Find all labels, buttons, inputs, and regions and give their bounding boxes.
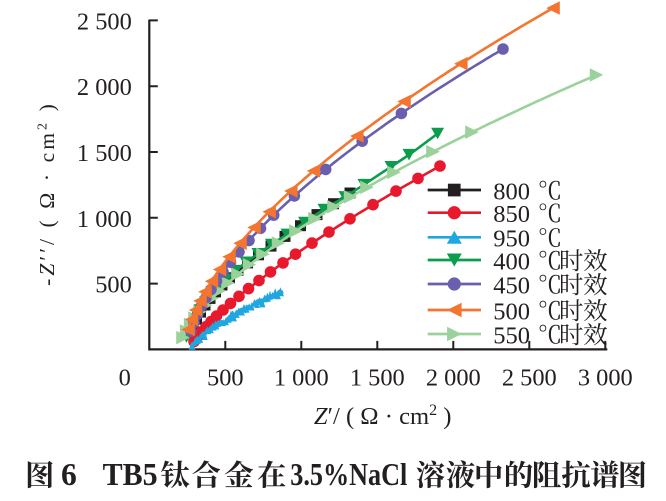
svg-text:-Z′′/ ( Ω · cm2 ): -Z′′/ ( Ω · cm2 ) [35,101,59,286]
svg-text:950: 950 [493,226,530,253]
svg-text:3.5%NaCl: 3.5%NaCl [290,457,407,492]
svg-text:450: 450 [493,272,530,299]
svg-text:3 000: 3 000 [578,365,633,392]
svg-text:1 000: 1 000 [77,206,132,233]
svg-text:2 000: 2 000 [77,74,132,101]
svg-text:550: 550 [493,322,530,349]
svg-text:0: 0 [119,365,131,392]
svg-text:2 500: 2 500 [502,365,557,392]
svg-text:1 500: 1 500 [77,140,132,167]
svg-text:2 500: 2 500 [77,8,132,35]
svg-text:2 000: 2 000 [426,365,481,392]
svg-text:1 000: 1 000 [274,365,329,392]
svg-text:500: 500 [207,365,244,392]
svg-text:6: 6 [61,457,77,492]
svg-text:500: 500 [95,272,132,299]
svg-text:400: 400 [493,248,530,275]
svg-text:850: 850 [493,201,530,228]
svg-text:Z′/ ( Ω · cm2 ): Z′/ ( Ω · cm2 ) [314,402,452,430]
svg-text:1 500: 1 500 [350,365,405,392]
svg-text:800: 800 [493,178,530,205]
svg-text:500: 500 [493,298,530,325]
svg-text:TB5: TB5 [103,457,158,492]
